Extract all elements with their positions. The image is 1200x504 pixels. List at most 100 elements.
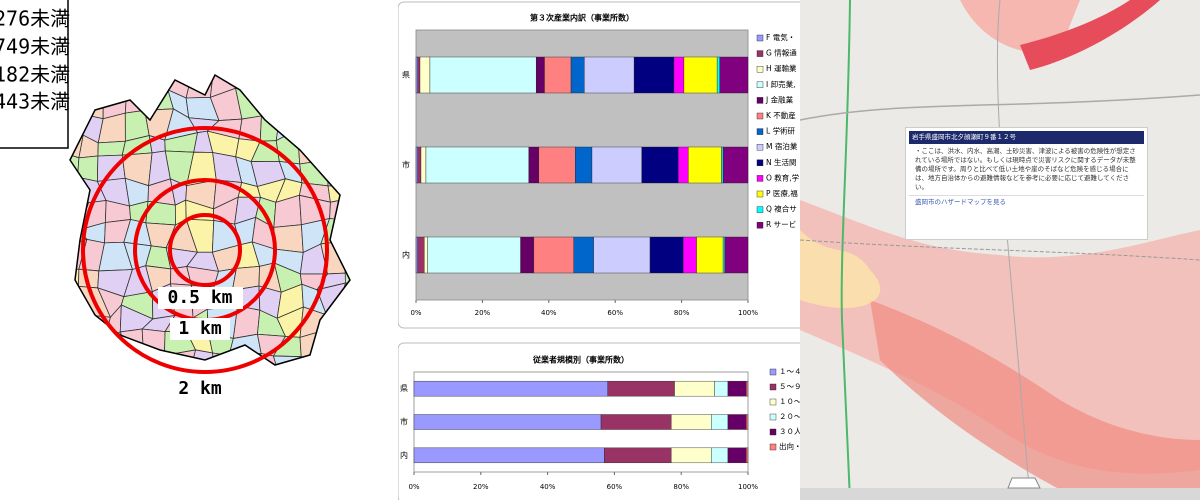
map-area — [70, 285, 82, 315]
bar-segment — [544, 56, 572, 94]
left-map: 0.5 km 1 km 2 km 276未満 749未満 182未満 443未満 — [0, 0, 351, 399]
map-area — [129, 358, 154, 365]
bar-segment — [528, 146, 540, 184]
legend-swatch — [769, 428, 777, 436]
bar-segment — [673, 56, 685, 94]
map-area — [259, 90, 285, 117]
y-tick-label: 県 — [400, 384, 408, 393]
x-tick-label: 0% — [410, 309, 421, 317]
bar-segment — [584, 56, 635, 94]
map-area — [100, 351, 133, 365]
bar-segment — [419, 56, 431, 94]
map-area — [258, 75, 285, 95]
map-area — [323, 307, 350, 331]
map-area — [344, 330, 350, 360]
bar-segment — [674, 380, 715, 397]
legend-swatch — [756, 50, 764, 57]
bar-segment — [427, 236, 521, 274]
map-area — [317, 112, 350, 142]
map-area — [342, 155, 350, 188]
legend-label: I 卸売業, — [766, 79, 795, 89]
map-area — [119, 75, 150, 97]
map-area — [319, 85, 350, 118]
bar-segment — [591, 146, 642, 184]
map-area — [296, 85, 324, 113]
map-area — [317, 128, 347, 161]
legend-swatch — [756, 206, 764, 213]
legend-swatch — [756, 159, 764, 167]
bar-segment — [678, 146, 689, 184]
bar-segment — [570, 56, 585, 94]
legend-swatch — [756, 175, 764, 182]
map-area — [338, 308, 350, 334]
map-area — [235, 75, 260, 92]
bar-segment — [573, 236, 594, 274]
map-area — [76, 87, 104, 120]
bar-segment — [413, 414, 602, 430]
legend-label: K 不動産 — [766, 110, 796, 120]
map-area — [342, 130, 350, 164]
bar-segment — [417, 146, 422, 184]
map-area — [295, 75, 324, 89]
ring-label: 0.5 km — [167, 287, 232, 308]
map-area — [339, 90, 350, 121]
bar-segment — [641, 146, 679, 184]
bar-segment — [415, 236, 418, 274]
map-area — [338, 184, 350, 205]
map-area — [343, 240, 350, 274]
legend-swatch — [756, 190, 764, 198]
y-tick-label: 県 — [402, 71, 410, 80]
legend-label: M 宿泊業 — [766, 141, 798, 151]
legend-swatch — [756, 112, 764, 120]
bar-segment — [727, 447, 747, 464]
bar-segment — [711, 414, 729, 430]
bar-segment — [417, 56, 421, 94]
right-map: 岩手県盛岡市北夕顔瀬町９番１２号 ・ここは、洪水、内水、高潮、土砂災害、津波によ… — [800, 0, 1200, 500]
map-area — [273, 224, 304, 253]
legend-label: ２０～ — [779, 412, 802, 421]
map-area — [343, 217, 350, 249]
legend-swatch — [756, 221, 764, 229]
legend-swatch — [756, 81, 764, 89]
legend-label: O 教育,学 — [766, 172, 800, 182]
bar-segment — [413, 380, 608, 397]
bar-segment — [722, 146, 749, 184]
legend-text: 443未満 — [0, 90, 70, 114]
bar-segment — [721, 146, 724, 184]
map-area — [318, 75, 350, 92]
bar-segment — [722, 236, 725, 274]
bar-segment — [683, 56, 718, 94]
legend-label: F 電気・ — [766, 32, 795, 42]
bar-segment — [420, 146, 427, 184]
bar-segment — [727, 414, 747, 430]
popup-link[interactable]: 盛岡市のハザードマップを見る — [909, 195, 1144, 209]
legend-label: G 情報通 — [766, 48, 797, 58]
legend-text: 276未満 — [0, 7, 70, 31]
legend-swatch — [756, 97, 764, 104]
x-tick-label: 40% — [541, 309, 557, 317]
bar-segment — [688, 146, 722, 184]
legend-label: Q 複合サ — [766, 204, 797, 214]
ring-label: 2 km — [178, 378, 222, 399]
x-tick-label: 60% — [607, 309, 623, 317]
chart-title: 従業者規模別（事業所数） — [532, 355, 629, 365]
bar-segment — [593, 236, 651, 274]
legend-text: 749未満 — [0, 35, 70, 59]
x-tick-label: 20% — [473, 483, 489, 491]
legend-swatch — [756, 143, 764, 151]
map-area — [300, 356, 318, 365]
bar-segment — [607, 380, 675, 397]
map-area — [97, 140, 126, 157]
bar-segment — [719, 56, 749, 94]
map-area — [124, 89, 146, 114]
map-area — [339, 75, 350, 95]
bar-segment — [604, 447, 672, 464]
map-area — [76, 75, 104, 100]
legend-label: R サービ — [766, 220, 796, 229]
legend-text: 182未満 — [0, 63, 70, 87]
legend-swatch — [756, 128, 764, 135]
bar-segment — [746, 380, 749, 397]
bar-segment — [425, 146, 530, 184]
x-tick-label: 80% — [673, 483, 689, 491]
bar-segment — [575, 146, 593, 184]
